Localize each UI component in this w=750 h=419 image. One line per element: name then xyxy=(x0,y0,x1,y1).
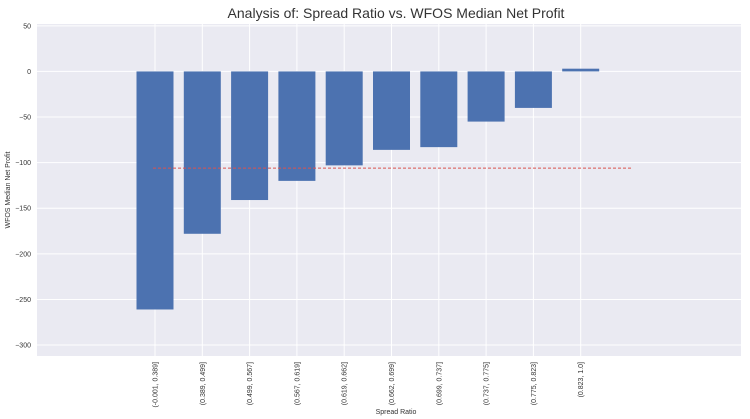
chart-title: Analysis of: Spread Ratio vs. WFOS Media… xyxy=(228,5,565,21)
bar-2 xyxy=(183,71,221,234)
bar-8 xyxy=(467,71,505,122)
x-tick-label: (0.389, 0.499] xyxy=(200,362,207,405)
bar-5 xyxy=(325,71,363,166)
x-axis-label: Spread Ratio xyxy=(376,409,417,416)
x-tick-label: (0.823, 1.0] xyxy=(578,362,585,397)
x-tick-label: (0.567, 0.619] xyxy=(294,362,301,405)
y-tick-label: 50 xyxy=(23,23,31,30)
bar-4 xyxy=(278,71,316,181)
y-tick-label: −100 xyxy=(15,160,31,167)
y-tick-label: −300 xyxy=(15,343,31,350)
x-tick-labels: (-0.001, 0.389] (0.389, 0.499] (0.499, 0.5… xyxy=(153,362,586,408)
bars xyxy=(136,68,600,310)
y-tick-label: 0 xyxy=(27,69,31,76)
x-tick-label: (0.619, 0.662] xyxy=(342,362,349,405)
y-tick-label: −250 xyxy=(15,297,31,304)
x-tick-label: (0.499, 0.567] xyxy=(247,362,254,405)
y-axis-label: WFOS Median Net Profit xyxy=(5,151,12,228)
y-tick-label: −200 xyxy=(15,251,31,258)
bar-1 xyxy=(136,71,174,310)
bar-7 xyxy=(420,71,458,148)
bar-6 xyxy=(373,71,410,150)
y-tick-label: −50 xyxy=(19,115,31,122)
x-tick-label: (0.662, 0.699] xyxy=(389,362,396,405)
x-tick-label: (0.737, 0.775] xyxy=(484,362,491,405)
x-tick-label: (-0.001, 0.389] xyxy=(153,362,160,408)
bar-10 xyxy=(562,68,600,72)
bar-3 xyxy=(231,71,269,201)
y-tick-label: −150 xyxy=(15,206,31,213)
bar-9 xyxy=(514,71,552,108)
x-tick-label: (0.699, 0.737] xyxy=(436,362,443,405)
y-tick-labels: 50 0 −50 −100 −150 −200 −250 −300 xyxy=(15,23,31,349)
x-tick-label: (0.775, 0.823] xyxy=(531,362,538,405)
